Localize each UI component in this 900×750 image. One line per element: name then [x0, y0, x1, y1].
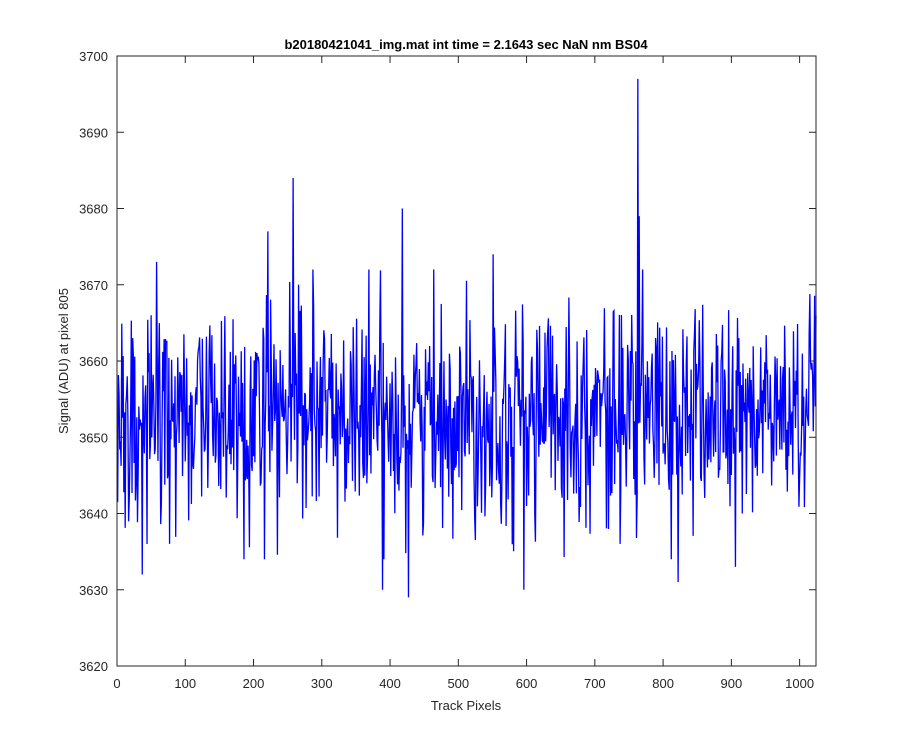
x-axis-label: Track Pixels	[431, 698, 502, 713]
y-tick-label: 3670	[79, 278, 108, 293]
y-tick-label: 3650	[79, 430, 108, 445]
x-tick-label: 900	[721, 676, 743, 691]
y-tick-label: 3680	[79, 202, 108, 217]
x-tick-label: 700	[584, 676, 606, 691]
y-tick-label: 3660	[79, 354, 108, 369]
x-tick-label: 200	[243, 676, 265, 691]
x-tick-label: 300	[311, 676, 333, 691]
x-tick-label: 400	[379, 676, 401, 691]
x-tick-label: 600	[516, 676, 538, 691]
x-tick-label: 500	[447, 676, 469, 691]
x-axis-ticks: 0 100 200 300 400 500 600 700 800 900 1000	[113, 56, 814, 691]
x-tick-label: 1000	[785, 676, 814, 691]
x-tick-label: 0	[113, 676, 120, 691]
x-tick-label: 100	[174, 676, 196, 691]
y-tick-label: 3630	[79, 583, 108, 598]
y-axis-ticks: 3620 3630 3640 3650 3660 3670 3680 3690 3700	[79, 49, 816, 674]
series-layer	[117, 78, 817, 598]
series-line	[117, 78, 817, 598]
y-tick-label: 3690	[79, 125, 108, 140]
y-tick-label: 3700	[79, 49, 108, 64]
y-axis-label: Signal (ADU) at pixel 805	[56, 288, 71, 434]
x-tick-label: 800	[652, 676, 674, 691]
chart-title: b20180421041_img.mat int time = 2.1643 s…	[284, 37, 648, 52]
y-tick-label: 3640	[79, 507, 108, 522]
y-tick-label: 3620	[79, 659, 108, 674]
